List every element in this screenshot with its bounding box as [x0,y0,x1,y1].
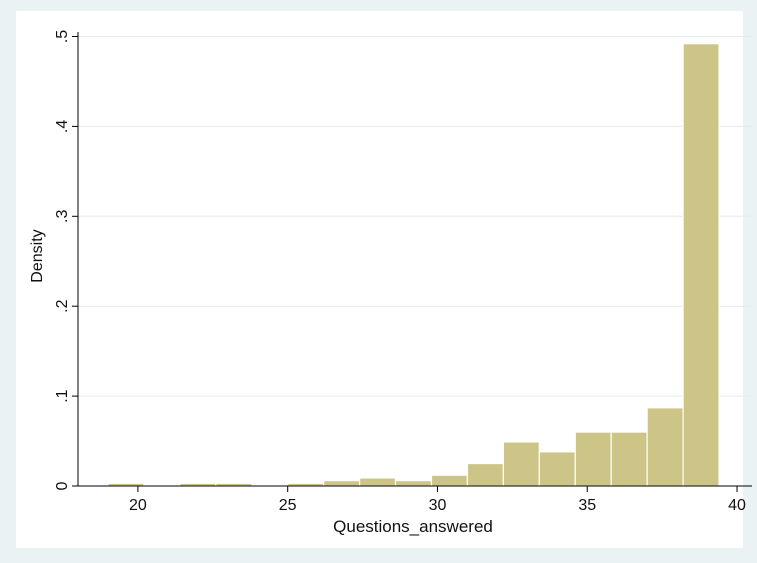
y-tick-label: .4 [54,120,71,133]
grid-layer [78,35,752,397]
histogram-bar [610,431,648,487]
x-tick-label: 20 [129,497,147,514]
bar-layer [107,43,720,487]
axis-layer [77,32,752,487]
y-tick-label: .2 [54,299,71,312]
histogram-bar [323,480,361,487]
x-tick-label: 30 [429,497,447,514]
y-tick-label: .1 [54,389,71,402]
histogram-bar [358,477,397,487]
histogram-bar [502,441,540,487]
x-tick-label: 25 [279,497,297,514]
histogram-bar [538,451,576,487]
y-tick-label: 0 [54,481,71,490]
histogram-bar [466,462,504,487]
x-tick-label: 35 [578,497,596,514]
tick-layer: 20 25 30 35 40 0 .1 .2 .3 .4 .5 [54,30,746,514]
x-tick-label: 40 [728,497,746,514]
histogram-bar [394,480,433,487]
histogram-bar [682,43,720,487]
y-axis-label: Density [29,229,46,282]
y-tick-label: .3 [54,210,71,223]
histogram-bar [646,407,684,487]
histogram-bar [430,474,469,487]
histogram-bar [574,431,612,487]
y-tick-label: .5 [54,30,71,43]
x-axis-label: Questions_answered [333,517,493,536]
